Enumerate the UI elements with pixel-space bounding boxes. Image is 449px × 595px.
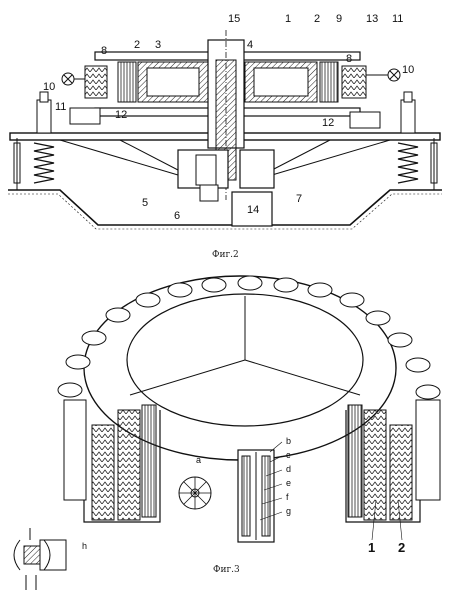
right-spring-group bbox=[397, 91, 438, 190]
fig2-label-15: 15 bbox=[228, 13, 240, 25]
fig2-label-14: 14 bbox=[247, 204, 259, 216]
fig2-label-10: 10 bbox=[43, 81, 55, 93]
fig3-label-d: d bbox=[286, 464, 291, 474]
fig2-label-10b: 10 bbox=[402, 64, 414, 76]
figure-3: 1 2 a b c d e f g h Фиг.3 bbox=[13, 275, 441, 590]
fig2-label-12: 12 bbox=[115, 109, 127, 121]
fig2-label-7: 7 bbox=[296, 193, 302, 205]
left-spring-group bbox=[13, 91, 55, 190]
figure-2: 1 2 2 3 4 5 6 7 8 8 9 10 10 11 11 12 12 … bbox=[8, 13, 442, 260]
fig2-label-8b: 8 bbox=[346, 53, 352, 65]
fig2-label-3: 3 bbox=[155, 39, 161, 51]
fig2-label-5: 5 bbox=[142, 197, 148, 209]
fig2-label-11: 11 bbox=[55, 101, 66, 113]
fig3-label-a: a bbox=[196, 455, 201, 465]
fig2-label-6: 6 bbox=[174, 210, 180, 222]
truss bbox=[59, 139, 391, 176]
fig3-caption: Фиг.3 bbox=[213, 565, 240, 575]
fig2-label-11b: 11 bbox=[392, 13, 403, 25]
ground-hatch bbox=[8, 193, 442, 230]
fig2-label-12b: 12 bbox=[322, 117, 334, 129]
fig2-label-13: 13 bbox=[366, 13, 378, 25]
fig3-label-g: g bbox=[286, 506, 291, 516]
fig2-label-9: 9 bbox=[336, 13, 342, 25]
fig3-label-2: 2 bbox=[398, 540, 405, 555]
fig2-caption: Фиг.2 bbox=[212, 250, 239, 260]
fig2-label-4: 4 bbox=[247, 39, 253, 51]
fig2-label-2b: 2 bbox=[314, 13, 320, 25]
fig2-label-1: 1 bbox=[285, 13, 291, 25]
fig3-label-e: e bbox=[286, 478, 291, 488]
fig3-label-1: 1 bbox=[368, 540, 375, 555]
fig3-label-h: h bbox=[82, 541, 87, 551]
fig3-label-f: f bbox=[286, 492, 289, 502]
fig2-label-8: 8 bbox=[101, 45, 107, 57]
fig2-label-2: 2 bbox=[134, 39, 140, 51]
ground-line bbox=[8, 189, 442, 226]
fig3-label-b: b bbox=[286, 436, 291, 446]
fig3-label-c: c bbox=[286, 450, 291, 460]
